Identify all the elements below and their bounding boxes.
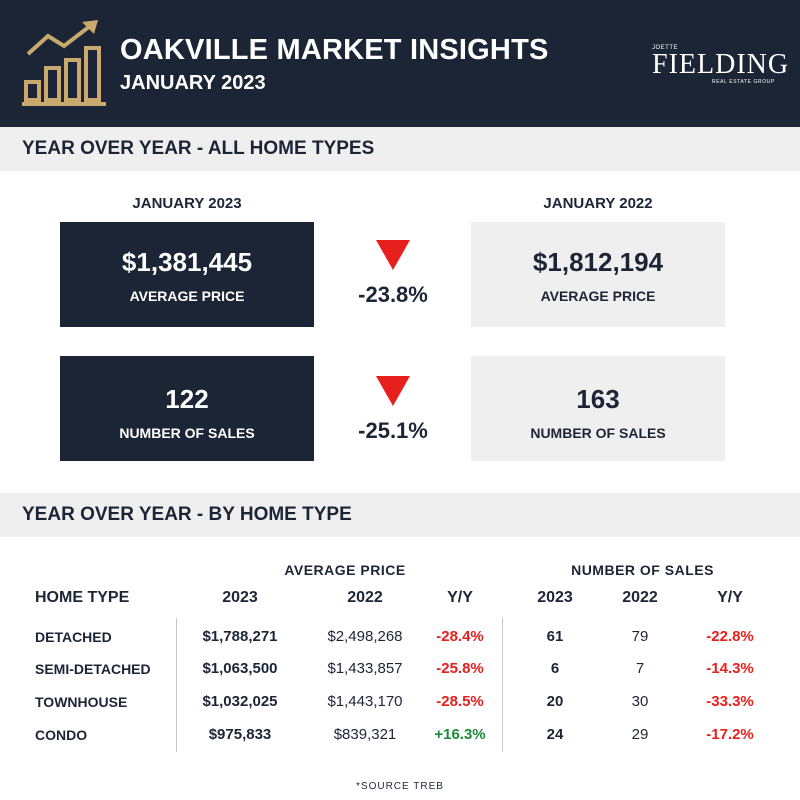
section-title: YEAR OVER YEAR - ALL HOME TYPES	[22, 138, 375, 159]
home-type-name: TOWNHOUSE	[35, 694, 128, 710]
previous-average-price: $1,812,194	[532, 247, 664, 277]
sales-2022-cell: 30	[631, 693, 649, 710]
sales-2022-cell: 7	[635, 660, 645, 677]
price-change-percent: -23.8%	[358, 282, 428, 307]
home-type-column-header: HOME TYPE	[35, 589, 130, 606]
average-price-group-header: AVERAGE PRICE	[284, 562, 406, 578]
price-yy-cell: -28.4%	[436, 628, 484, 645]
number-of-sales-label: NUMBER OF SALES	[530, 425, 666, 441]
previous-sales-card: 163 NUMBER OF SALES	[471, 356, 725, 461]
brand-tagline: REAL ESTATE GROUP	[712, 79, 775, 85]
previous-price-card: $1,812,194 AVERAGE PRICE	[471, 222, 725, 327]
sales-2023-cell: 6	[550, 660, 560, 677]
price-2022-column-header: 2022	[347, 589, 383, 606]
previous-number-of-sales: 163	[576, 384, 620, 414]
sales-yy-cell: -22.8%	[706, 628, 754, 645]
home-type-name: CONDO	[35, 727, 88, 743]
red-down-triangle-icon	[376, 376, 410, 406]
brand-small-text: JOETTE	[652, 45, 679, 51]
sales-yy-cell: -17.2%	[706, 726, 754, 743]
previous-period-label: JANUARY 2022	[543, 195, 653, 212]
sales-yy-cell: -14.3%	[706, 660, 754, 677]
current-period-label: JANUARY 2023	[132, 195, 242, 212]
sales-yy-column-header: Y/Y	[717, 589, 743, 606]
table-divider-left	[176, 618, 177, 752]
price-2022-cell: $1,443,170	[327, 693, 403, 710]
table-divider-middle	[502, 618, 503, 752]
sales-2023-cell: 61	[546, 628, 564, 645]
page-title: OAKVILLE MARKET INSIGHTS	[120, 34, 549, 66]
brand-name: FIELDING	[652, 49, 790, 80]
red-down-triangle-icon	[376, 240, 410, 270]
price-yy-cell: -28.5%	[436, 693, 484, 710]
number-of-sales-group-header: NUMBER OF SALES	[571, 562, 714, 578]
price-yy-column-header: Y/Y	[447, 589, 473, 606]
sales-change-percent: -25.1%	[358, 418, 428, 443]
page-subtitle: JANUARY 2023	[120, 72, 266, 94]
price-2022-cell: $839,321	[333, 726, 397, 743]
sales-yy-cell: -33.3%	[706, 693, 754, 710]
sales-2023-cell: 20	[546, 693, 564, 710]
section-title: YEAR OVER YEAR - BY HOME TYPE	[22, 504, 352, 525]
price-2023-cell: $1,032,025	[202, 693, 278, 710]
current-number-of-sales: 122	[165, 384, 209, 414]
sales-change-indicator: -25.1%	[333, 376, 453, 444]
header-banner: OAKVILLE MARKET INSIGHTS JANUARY 2023 JO…	[0, 0, 800, 127]
home-type-name: DETACHED	[35, 629, 112, 645]
current-price-card: $1,381,445 AVERAGE PRICE	[60, 222, 314, 327]
price-yy-cell: -25.8%	[436, 660, 484, 677]
section-header-all-types: YEAR OVER YEAR - ALL HOME TYPES	[0, 127, 800, 171]
price-2023-cell: $975,833	[208, 726, 272, 743]
sales-2022-cell: 79	[631, 628, 649, 645]
home-type-name: SEMI-DETACHED	[35, 661, 151, 677]
average-price-label: AVERAGE PRICE	[540, 288, 656, 304]
current-average-price: $1,381,445	[121, 247, 253, 277]
price-2023-cell: $1,063,500	[202, 660, 278, 677]
price-2023-column-header: 2023	[222, 589, 258, 606]
section-header-by-type: YEAR OVER YEAR - BY HOME TYPE	[0, 493, 800, 537]
price-yy-cell: +16.3%	[434, 726, 486, 743]
average-price-label: AVERAGE PRICE	[129, 288, 245, 304]
sales-2022-column-header: 2022	[622, 589, 658, 606]
sales-2023-column-header: 2023	[537, 589, 573, 606]
price-change-indicator: -23.8%	[333, 240, 453, 308]
brand-logo: JOETTE FIELDING REAL ESTATE GROUP	[652, 45, 790, 95]
bar-chart-rising-arrow-icon	[22, 20, 106, 106]
current-sales-card: 122 NUMBER OF SALES	[60, 356, 314, 461]
sales-2023-cell: 24	[546, 726, 564, 743]
source-footnote: *SOURCE TREB	[356, 781, 444, 792]
number-of-sales-label: NUMBER OF SALES	[119, 425, 255, 441]
sales-2022-cell: 29	[631, 726, 649, 743]
price-2023-cell: $1,788,271	[202, 628, 278, 645]
price-2022-cell: $1,433,857	[327, 660, 403, 677]
price-2022-cell: $2,498,268	[327, 628, 403, 645]
